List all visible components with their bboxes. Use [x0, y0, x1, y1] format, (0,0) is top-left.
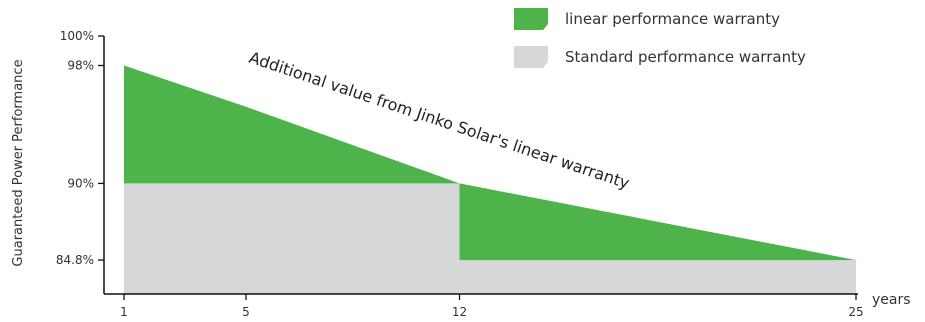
y-tick-label: 84.8%: [56, 253, 94, 267]
legend-standard-swatch: [514, 46, 548, 68]
linear-warranty-area-right: [459, 183, 856, 261]
x-tick-label: 1: [120, 305, 128, 319]
y-tick-label: 100%: [60, 29, 94, 43]
y-tick-label: 90%: [67, 176, 94, 190]
linear-warranty-area-left: [124, 65, 460, 184]
x-tick-label: 5: [242, 305, 250, 319]
y-axis-label: Guaranteed Power Performance: [11, 59, 26, 266]
legend-standard-label: Standard performance warranty: [565, 48, 806, 66]
chart-ticks: 1 5 12 25 100% 98% 90% 84.8%: [56, 29, 864, 319]
y-tick-label: 98%: [67, 58, 94, 72]
x-axis-unit-label: years: [872, 292, 911, 308]
x-tick-label: 12: [452, 305, 467, 319]
standard-warranty-area: [124, 183, 856, 294]
x-tick-label: 25: [848, 305, 863, 319]
chart-areas: [124, 65, 856, 294]
chart-legend: linear performance warranty Standard perf…: [514, 8, 806, 68]
legend-linear-label: linear performance warranty: [565, 10, 780, 28]
chart-axes: [103, 36, 858, 295]
legend-linear-swatch: [514, 8, 548, 30]
